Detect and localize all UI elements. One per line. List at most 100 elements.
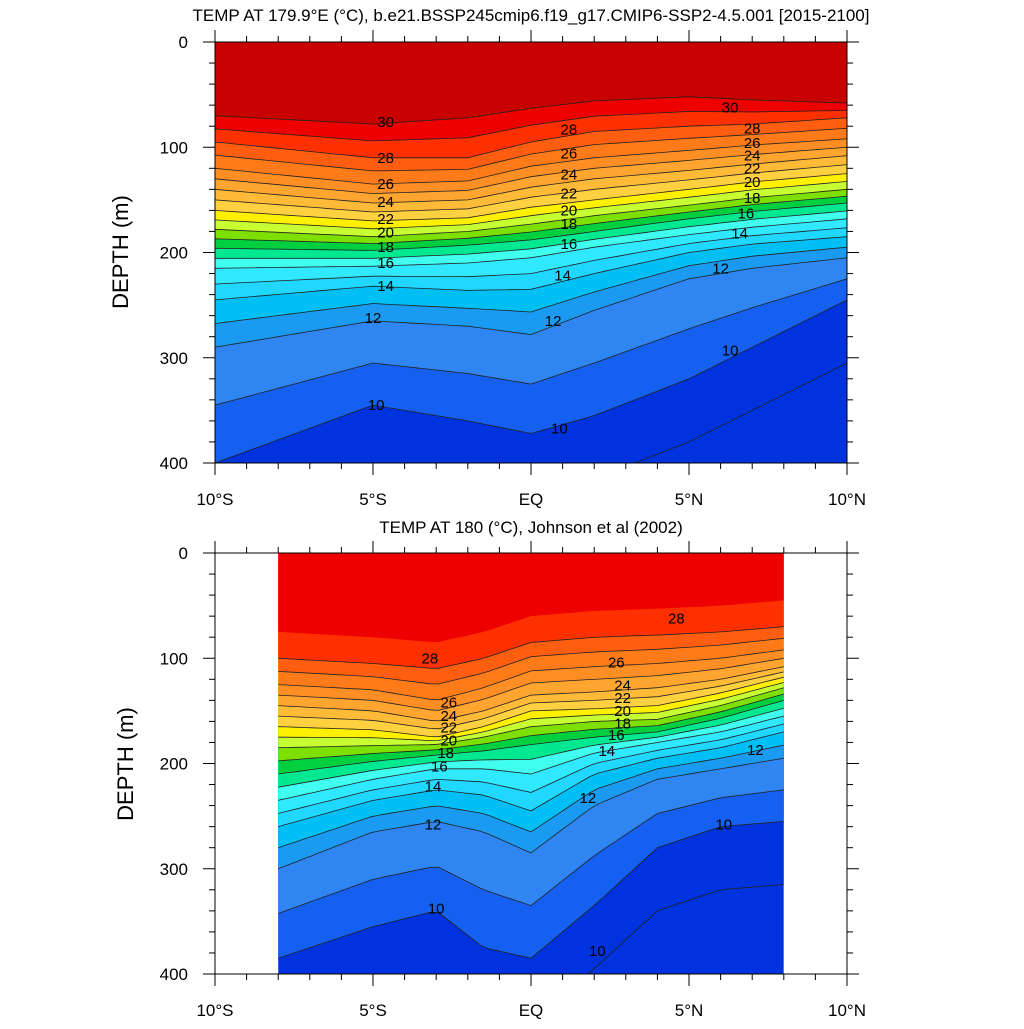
x-tick-label: 5°N: [675, 490, 704, 509]
contour-label: 12: [580, 790, 597, 807]
contour-label: 10: [722, 342, 739, 359]
isotherm-line: [215, 227, 847, 285]
isotherm-line: [215, 246, 847, 324]
contour-label: 20: [561, 202, 578, 219]
x-tick-label: 10°N: [828, 1001, 866, 1020]
y-tick-label: 300: [160, 349, 188, 368]
contour-band: [278, 553, 784, 642]
contour-label: 28: [377, 150, 394, 167]
x-tick-label: EQ: [519, 490, 544, 509]
contour-label: 10: [368, 397, 385, 414]
contour-label: 14: [425, 779, 442, 796]
isotherm-line: [278, 687, 784, 749]
isotherm-line: [215, 257, 847, 348]
contour-label: 28: [668, 610, 685, 627]
contour-label: 12: [425, 817, 442, 834]
isotherm-line: [215, 195, 847, 245]
isotherm-line: [215, 173, 847, 222]
x-tick-label: 5°N: [675, 1001, 704, 1020]
contour-label: 24: [744, 148, 761, 165]
axis-ticks: 0 100 200 300 400 10°S 5°S EQ 5°N 10°N: [160, 30, 866, 509]
contour-label: 10: [589, 943, 606, 960]
isotherm-line: [215, 202, 847, 251]
contour-label: 22: [561, 186, 578, 203]
contour-label: 18: [561, 216, 578, 233]
contour-label: 24: [561, 167, 578, 184]
contour-label: 26: [744, 135, 761, 152]
x-tick-label: 10°S: [196, 490, 233, 509]
contour-label: 26: [561, 146, 578, 163]
isotherm-line: [215, 218, 847, 269]
contour-label: 12: [365, 310, 382, 327]
isotherm-line: [278, 707, 784, 788]
isotherm-line: [215, 96, 847, 125]
isotherm-line: [278, 723, 784, 814]
contour-label: 26: [608, 655, 625, 672]
contour-band: [215, 42, 847, 98]
contour-label: 30: [722, 99, 739, 116]
contour-labels: 2828262624242222202018181616141412121210…: [422, 610, 764, 960]
contour-label: 16: [431, 759, 448, 776]
contour-label: 22: [377, 211, 394, 228]
isotherm-line: [278, 626, 784, 669]
y-tick-label: 300: [160, 860, 188, 879]
isotherm-line: [215, 181, 847, 230]
bottom-panel: TEMP AT 180 (°C), Johnson et al (2002) D…: [113, 518, 866, 1020]
isotherm-line: [215, 236, 847, 301]
y-tick-label: 200: [160, 244, 188, 263]
contour-label: 18: [614, 716, 631, 733]
contour-label: 10: [428, 901, 445, 918]
isotherm-line: [278, 789, 784, 914]
contour-label: 14: [554, 268, 571, 285]
contour-label: 20: [440, 732, 457, 749]
contour-label: 20: [614, 703, 631, 720]
contour-label: 18: [437, 745, 454, 762]
contour-label: 16: [561, 236, 578, 253]
bottom-panel-ylabel: DEPTH (m): [113, 707, 138, 821]
isotherm-line: [278, 731, 784, 828]
isotherm-line: [215, 188, 847, 238]
contour-label: 24: [377, 194, 394, 211]
isotherm-line: [278, 682, 784, 742]
contour-label: 28: [422, 650, 439, 667]
contour-label: 30: [377, 114, 394, 131]
bottom-panel-title: TEMP AT 180 (°C), Johnson et al (2002): [379, 518, 683, 537]
x-tick-label: 5°S: [359, 1001, 387, 1020]
contour-label: 24: [440, 708, 457, 725]
isotherm-line: [215, 210, 847, 259]
y-tick-label: 400: [160, 965, 188, 984]
isotherm-line: [215, 278, 847, 406]
contour-label: 26: [440, 695, 457, 712]
isotherm-line: [278, 657, 784, 711]
x-tick-label: EQ: [519, 1001, 544, 1020]
filled-contours: [278, 553, 784, 974]
contour-label: 22: [440, 720, 457, 737]
contour-label: 12: [747, 742, 764, 759]
contour-label: 10: [551, 420, 568, 437]
contour-label: 18: [377, 239, 394, 256]
y-tick-label: 100: [160, 649, 188, 668]
isotherm-line: [278, 671, 784, 730]
contour-label: 20: [744, 174, 761, 191]
contour-label: 28: [561, 121, 578, 138]
isotherm-line: [278, 715, 784, 801]
contour-label: 18: [744, 190, 761, 207]
y-tick-label: 100: [160, 138, 188, 157]
x-tick-label: 5°S: [359, 490, 387, 509]
isotherm-line: [215, 127, 847, 172]
top-panel: TEMP AT 179.9°E (°C), b.e21.BSSP245cmip6…: [108, 6, 870, 509]
isotherm-line: [278, 666, 784, 722]
isotherm-line: [278, 649, 784, 701]
x-tick-label: 10°N: [828, 490, 866, 509]
contour-label: 12: [545, 313, 562, 330]
contour-label: 22: [744, 160, 761, 177]
y-tick-label: 0: [179, 33, 188, 52]
contour-label: 16: [377, 255, 394, 272]
isotherm-line: [278, 757, 784, 870]
isotherm-line: [278, 693, 784, 762]
y-tick-label: 400: [160, 454, 188, 473]
top-panel-ylabel: DEPTH (m): [108, 195, 133, 309]
contour-label: 24: [614, 678, 631, 695]
